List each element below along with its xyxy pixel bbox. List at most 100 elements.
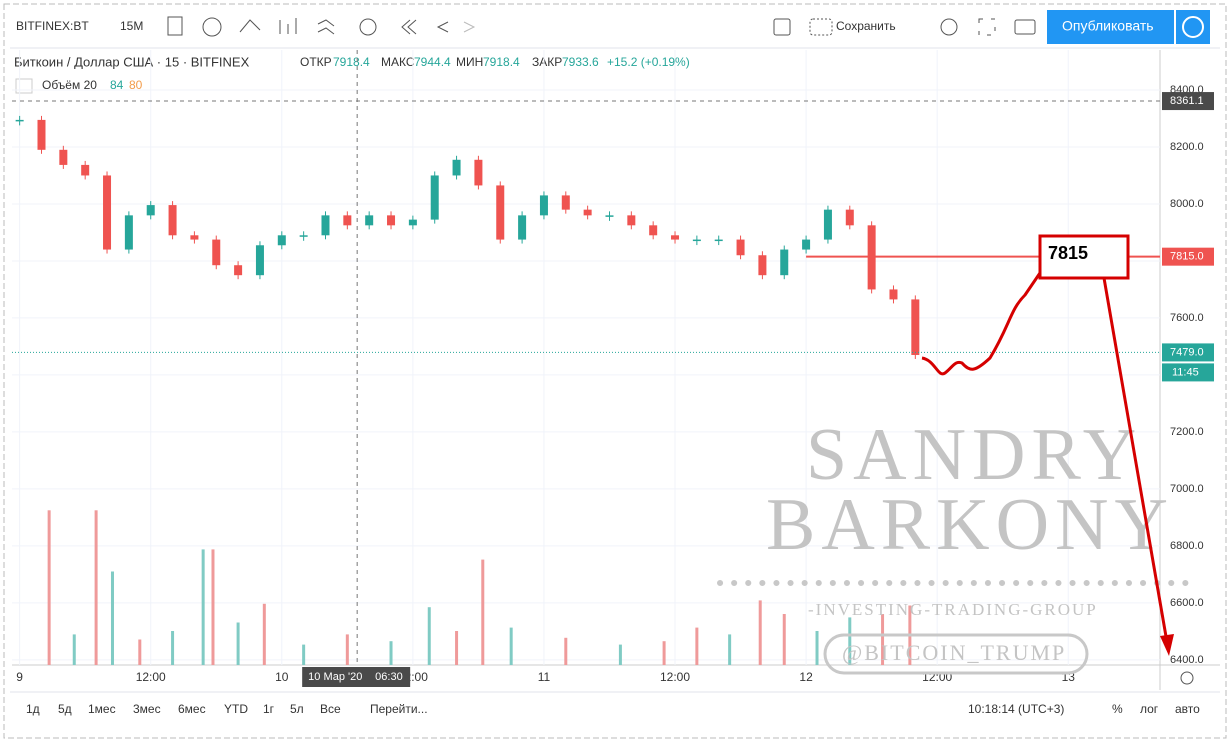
countdown: 11:45 (1172, 366, 1199, 378)
volume-bar (72, 634, 76, 665)
price-label: 8361.1 (1170, 95, 1204, 107)
axis-settings-icon[interactable] (1180, 671, 1194, 685)
goto-button[interactable]: Перейти... (370, 702, 428, 716)
candle (561, 195, 570, 210)
alert-icon[interactable] (317, 19, 335, 35)
candle (758, 255, 767, 276)
range-button[interactable]: YTD (224, 702, 248, 716)
y-tick-label: 8000.0 (1170, 198, 1204, 210)
range-button[interactable]: Все (320, 702, 341, 716)
save-button[interactable]: Сохранить (836, 19, 896, 33)
redo-icon[interactable] (463, 21, 476, 33)
candle (103, 175, 112, 250)
collapse-button[interactable] (15, 78, 33, 94)
range-button[interactable]: 1д (26, 702, 40, 716)
volume-bar (262, 603, 266, 665)
volume-bar (455, 631, 459, 665)
volume-bar (236, 622, 240, 665)
compare-icon[interactable] (239, 19, 261, 33)
candle (671, 235, 680, 240)
range-button[interactable]: 1мес (88, 702, 116, 716)
volume-bar (110, 571, 114, 665)
volume-bar (345, 634, 349, 665)
candle (365, 215, 374, 226)
log-toggle[interactable]: лог (1140, 702, 1159, 716)
candle (15, 119, 24, 122)
candle (802, 239, 811, 250)
auto-toggle[interactable]: авто (1175, 702, 1200, 716)
range-button[interactable]: 5д (58, 702, 72, 716)
volume-bar (201, 549, 205, 665)
settings-icon[interactable] (940, 18, 958, 36)
volume-bar (509, 627, 513, 665)
candle (583, 209, 592, 216)
volume-bar (427, 607, 431, 665)
rewind-icon[interactable] (401, 19, 417, 35)
x-tick-label: 9 (16, 670, 23, 684)
replay-icon[interactable] (359, 18, 377, 36)
candle (190, 235, 199, 240)
volume-bar (389, 641, 393, 665)
volume-bar (138, 639, 142, 665)
fullscreen-icon[interactable] (978, 18, 996, 36)
stream-button[interactable] (1176, 10, 1210, 44)
candle (889, 289, 898, 300)
snapshot-icon[interactable] (1014, 19, 1036, 35)
publish-label[interactable]: Опубликовать (1062, 18, 1154, 34)
publish-button[interactable] (1047, 10, 1174, 44)
volume-bar (564, 637, 568, 665)
change-value: +15.2 (+0.19%) (607, 55, 690, 69)
candle (714, 239, 723, 242)
symbol[interactable]: BITFINEX:BT (16, 19, 89, 33)
price-label-box (1162, 92, 1214, 111)
volume-bar (481, 559, 485, 665)
countdown-box (1162, 363, 1214, 382)
cloud-icon[interactable] (809, 18, 833, 36)
watermark: SANDRY BARKONY -INVESTING-TRADING-GROUP … (717, 414, 1198, 675)
price-label: 7815.0 (1170, 251, 1204, 263)
bars-icon[interactable] (279, 18, 297, 34)
high-value: 7944.4 (414, 55, 451, 69)
legend-title: Биткоин / Доллар США · 15 · BITFINEX (14, 54, 250, 69)
candle (343, 215, 352, 226)
candle (299, 235, 308, 237)
price-label: 7479.0 (1170, 346, 1204, 358)
candle (168, 205, 177, 236)
candle (780, 249, 789, 276)
range-button[interactable]: 3мес (133, 702, 161, 716)
watermark-pill (823, 633, 1089, 675)
range-button[interactable]: 5л (290, 702, 304, 716)
range-button[interactable]: 1г (263, 702, 275, 716)
watermark-line1: SANDRY (806, 414, 1142, 496)
range-button[interactable]: 6мес (178, 702, 206, 716)
candle (736, 239, 745, 256)
volume-bar (302, 644, 306, 665)
interval[interactable]: 15M (120, 19, 143, 33)
watermark-handle: @BITCOIN_TRUMP (842, 640, 1066, 665)
range-buttons: 1д 5д 1мес 3мес 6мес YTD 1г 5л Все (26, 702, 341, 716)
close-label: ЗАКР (532, 55, 562, 69)
close-value: 7933.6 (562, 55, 599, 69)
chart-type-icon[interactable] (167, 16, 183, 36)
indicators-icon[interactable] (202, 17, 222, 37)
undo-icon[interactable] (436, 21, 449, 33)
candle (59, 149, 68, 165)
candle (539, 195, 548, 216)
y-tick-label: 7200.0 (1170, 426, 1204, 438)
volume-bar (211, 549, 215, 665)
y-tick-label: 7600.0 (1170, 312, 1204, 324)
low-value: 7918.4 (483, 55, 520, 69)
open-label: ОТКР (300, 55, 332, 69)
crosshair-time: 06:30 (375, 671, 403, 683)
layout-icon[interactable] (773, 18, 791, 36)
candle (37, 119, 46, 150)
annotation-text: 7815 (1048, 243, 1088, 263)
percent-toggle[interactable]: % (1112, 702, 1123, 716)
candle (81, 164, 90, 176)
candle (518, 215, 527, 240)
frame (3, 3, 1227, 739)
candle (234, 265, 243, 276)
toolbar: BITFINEX:BT 15M Сохранить Опубликовать (10, 10, 1220, 49)
stream-icon[interactable] (1182, 16, 1204, 38)
